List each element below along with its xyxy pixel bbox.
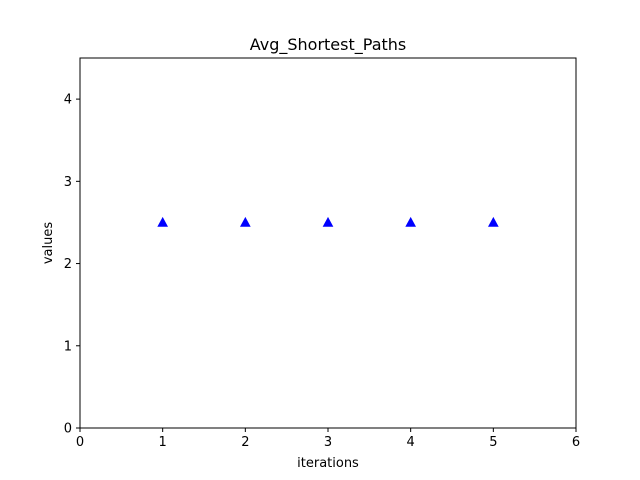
y-axis-label: values (41, 222, 56, 265)
x-axis-label: iterations (297, 456, 359, 471)
data-point (487, 216, 499, 227)
x-tick-label: 2 (241, 435, 249, 450)
x-tick-label: 1 (159, 435, 167, 450)
x-tick-label: 4 (407, 435, 415, 450)
y-tick-label: 1 (64, 339, 72, 354)
x-axis-ticks: 0 1 2 3 4 5 6 (76, 428, 580, 450)
data-point (405, 216, 417, 227)
chart-title: Avg_Shortest_Paths (250, 35, 407, 55)
x-tick-label: 3 (324, 435, 332, 450)
data-point (239, 216, 251, 227)
y-tick-label: 3 (64, 175, 72, 190)
y-tick-label: 2 (64, 257, 72, 272)
x-tick-label: 6 (572, 435, 580, 450)
x-tick-label: 5 (489, 435, 497, 450)
data-point (322, 216, 334, 227)
data-point (157, 216, 169, 227)
x-tick-label: 0 (76, 435, 84, 450)
y-tick-label: 4 (64, 93, 72, 108)
y-tick-label: 0 (64, 422, 72, 437)
data-points (157, 216, 499, 227)
y-axis-ticks: 0 1 2 3 4 (64, 93, 80, 437)
